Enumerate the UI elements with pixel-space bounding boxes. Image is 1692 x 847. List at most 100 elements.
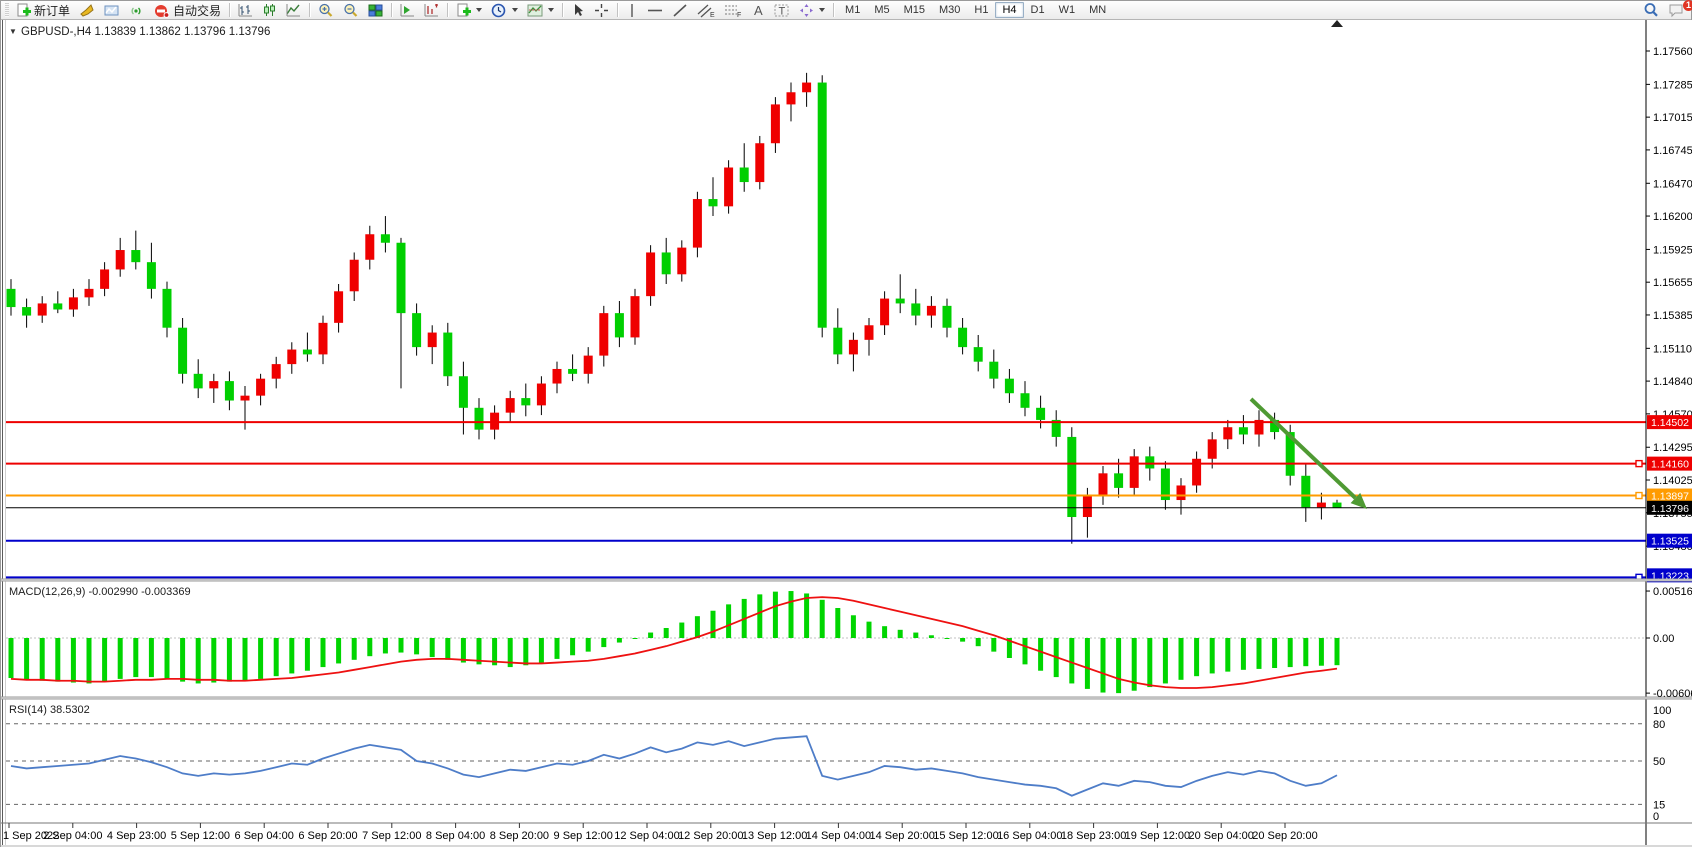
zoom-out-button[interactable] xyxy=(339,2,363,19)
candlestick-mode-button[interactable] xyxy=(258,2,281,19)
macd-histogram-bar xyxy=(1022,638,1028,665)
panel-separator[interactable] xyxy=(1,579,1692,581)
candle-body-down xyxy=(458,376,468,408)
candle-body-up xyxy=(1082,495,1092,518)
candle xyxy=(318,315,328,365)
macd-histogram-bar xyxy=(39,638,45,681)
timeframe-button-D1[interactable]: D1 xyxy=(1030,4,1045,16)
toolbar-grip[interactable] xyxy=(5,3,9,17)
macd-histogram-bar xyxy=(320,638,326,668)
depth-of-market-button[interactable] xyxy=(420,2,443,19)
macd-histogram-bar xyxy=(1084,638,1090,689)
candle-body-up xyxy=(848,339,858,355)
candle xyxy=(630,288,640,345)
candle-body-down xyxy=(1301,475,1311,508)
candle-body-up xyxy=(68,297,78,310)
candle-body-up xyxy=(583,355,593,374)
macd-histogram-bar xyxy=(757,594,763,638)
candle-body-down xyxy=(474,407,484,430)
line-chart-mode-button[interactable] xyxy=(282,2,305,19)
timeframe-button-M15[interactable]: M15 xyxy=(903,4,925,16)
price-axis-label: 1.14295 xyxy=(1653,442,1692,454)
macd-histogram-bar xyxy=(1256,638,1262,669)
candle-body-down xyxy=(1114,473,1124,488)
periods-button[interactable] xyxy=(487,2,522,19)
timeframe-button-W1[interactable]: W1 xyxy=(1058,4,1076,16)
candle xyxy=(37,296,47,323)
timeframe-button-M30[interactable]: M30 xyxy=(939,4,961,16)
equidistant-channel-tool-button[interactable]: E xyxy=(693,2,719,19)
timeframe-button-M1[interactable]: M1 xyxy=(845,4,861,16)
arrows-tool-button[interactable] xyxy=(795,2,829,19)
alerts-button[interactable] xyxy=(75,2,99,19)
candle-body-down xyxy=(1051,419,1061,437)
macd-histogram-bar xyxy=(258,638,264,679)
new-order-button[interactable]: 新订单 xyxy=(12,2,74,19)
crosshair-tool-button[interactable] xyxy=(590,2,613,19)
macd-histogram-bar xyxy=(195,638,201,684)
trend-arrow-head xyxy=(1350,492,1367,509)
notifications-button[interactable]: 1 xyxy=(1664,0,1692,19)
strategy-tester-button[interactable] xyxy=(396,2,419,19)
templates-button[interactable] xyxy=(523,2,558,19)
chart-shift-marker[interactable] xyxy=(1331,20,1343,27)
add-indicator-button[interactable] xyxy=(452,2,486,19)
vertical-line-tool-button[interactable] xyxy=(622,2,642,19)
search-button[interactable] xyxy=(1639,2,1663,19)
candle xyxy=(646,245,656,306)
candle xyxy=(1036,395,1046,429)
candle-body-up xyxy=(256,378,266,396)
separator xyxy=(617,3,619,17)
chart-title-text: GBPUSD-,H4 1.13839 1.13862 1.13796 1.137… xyxy=(21,26,270,38)
vertical-line-icon xyxy=(631,3,633,17)
zoom-in-button[interactable] xyxy=(314,2,338,19)
candle-body-up xyxy=(365,234,375,260)
timeframe-button-H1[interactable]: H1 xyxy=(974,4,989,16)
macd-histogram-bar xyxy=(1038,638,1044,671)
add-indicator-icon xyxy=(457,3,472,16)
macd-histogram-bar xyxy=(460,638,466,663)
macd-axis-label: -0.006064 xyxy=(1653,688,1692,700)
timeframe-button-MN[interactable]: MN xyxy=(1089,4,1107,16)
arrows-icon xyxy=(800,3,814,17)
cursor-tool-button[interactable] xyxy=(567,2,589,19)
signals-button[interactable] xyxy=(125,2,149,19)
panel-separator[interactable] xyxy=(1,697,1692,699)
trend-arrow[interactable] xyxy=(1249,397,1357,500)
tile-windows-button[interactable] xyxy=(364,2,387,19)
macd-histogram-bar xyxy=(164,638,170,679)
macd-histogram-bar xyxy=(975,638,981,647)
candle-body-up xyxy=(630,296,640,338)
hline-handle-1.13897[interactable] xyxy=(1635,491,1643,500)
text-label-tool-button[interactable]: T xyxy=(770,2,794,19)
candle-body-up xyxy=(349,259,359,292)
macd-histogram-bar xyxy=(866,621,872,638)
timeframe-button-H4[interactable]: H4 xyxy=(995,2,1024,18)
macd-histogram-bar xyxy=(882,626,888,638)
candle xyxy=(443,322,453,386)
candle xyxy=(53,291,63,314)
text-tool-button[interactable]: A xyxy=(747,2,769,19)
bar-chart-mode-button[interactable] xyxy=(234,2,257,19)
price-axis[interactable]: 1.17560 1.17285 1.17015 1.16745 1.16470 1.162… xyxy=(1645,20,1692,847)
price-axis-bg xyxy=(1646,20,1692,847)
candle-body-down xyxy=(6,288,16,308)
timeframe-button-M5[interactable]: M5 xyxy=(874,4,890,16)
hline-handle-1.14160[interactable] xyxy=(1635,459,1643,468)
time-axis-label: 6 Sep 04:00 xyxy=(235,830,294,842)
horizontal-line-tool-button[interactable] xyxy=(643,2,667,19)
auto-trading-button[interactable]: 自动交易 xyxy=(150,2,225,19)
fibonacci-tool-button[interactable]: F xyxy=(720,2,746,19)
macd-histogram-bar xyxy=(710,610,716,638)
dropdown-arrow-icon xyxy=(476,8,483,12)
price-badge-1.13897: 1.13897 xyxy=(1647,488,1692,503)
candle xyxy=(1254,410,1264,447)
trendline-tool-button[interactable] xyxy=(668,2,692,19)
macd-histogram-bar xyxy=(960,638,966,642)
svg-text:E: E xyxy=(710,12,715,18)
market-watch-button[interactable] xyxy=(100,2,124,19)
collapse-arrow-icon: ▼ xyxy=(9,27,17,36)
